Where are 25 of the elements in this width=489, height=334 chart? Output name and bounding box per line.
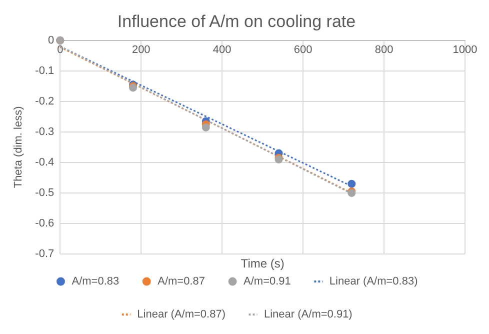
x-tick-label: 800 — [374, 44, 394, 56]
x-axis-title: Time (s) — [240, 256, 284, 270]
y-tick-label: -0.6 — [35, 218, 54, 230]
x-tick-label: 0 — [57, 44, 64, 56]
y-axis-title: Theta (dim. less) — [12, 106, 25, 188]
y-tick-label: -0.2 — [35, 95, 54, 108]
legend-label: Linear (A/m=0.91) — [264, 308, 352, 321]
y-tick-label: -0.4 — [35, 156, 54, 168]
chart-title: Influence of A/m on cooling rate — [117, 12, 356, 31]
legend-label: A/m=0.87 — [158, 276, 206, 288]
x-tick-label: 400 — [212, 44, 232, 56]
legend-label: A/m=0.91 — [244, 276, 291, 288]
x-tick-label: 1000 — [452, 44, 478, 56]
y-tick-label: -0.5 — [35, 187, 54, 200]
legend-label: A/m=0.83 — [72, 276, 120, 288]
point — [202, 123, 210, 132]
point — [348, 180, 356, 188]
y-tick-label: -0.3 — [35, 126, 54, 138]
x-tick-label: 600 — [294, 44, 312, 56]
x-tick-label: 200 — [132, 44, 150, 56]
y-tick-label: 0 — [48, 34, 54, 46]
y-tick-label: -0.7 — [35, 248, 54, 260]
legend-label: Linear (A/m=0.83) — [329, 276, 418, 288]
legend-label: Linear (A/m=0.87) — [137, 308, 226, 321]
y-tick-label: -0.1 — [35, 64, 54, 77]
